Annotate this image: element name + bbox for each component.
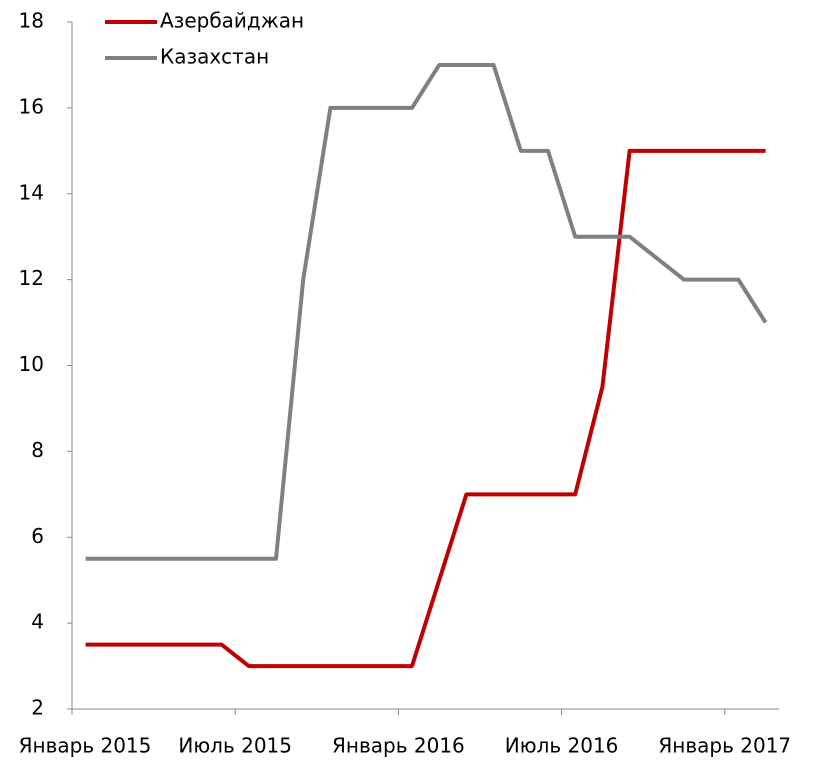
x-tick-label: Июль 2015: [178, 734, 292, 758]
y-tick-label: 10: [19, 352, 44, 376]
x-tick-label: Январь 2015: [19, 734, 152, 758]
x-tick-label: Январь 2016: [332, 734, 465, 758]
y-tick-label: 16: [19, 94, 44, 118]
x-tick-label: Июль 2016: [505, 734, 619, 758]
y-tick-label: 4: [31, 610, 44, 634]
x-tick-label: Январь 2017: [658, 734, 791, 758]
series-line: [85, 62, 768, 561]
legend-label: Азербайджан: [160, 9, 304, 33]
y-tick-label: 6: [31, 524, 44, 548]
series-line: [85, 148, 766, 669]
y-tick-label: 12: [19, 266, 44, 290]
y-tick-label: 14: [19, 180, 44, 204]
y-tick-label: 18: [19, 9, 44, 33]
y-tick-label: 8: [31, 438, 44, 462]
legend-label: Казахстан: [160, 45, 269, 69]
y-tick-label: 2: [31, 696, 44, 720]
